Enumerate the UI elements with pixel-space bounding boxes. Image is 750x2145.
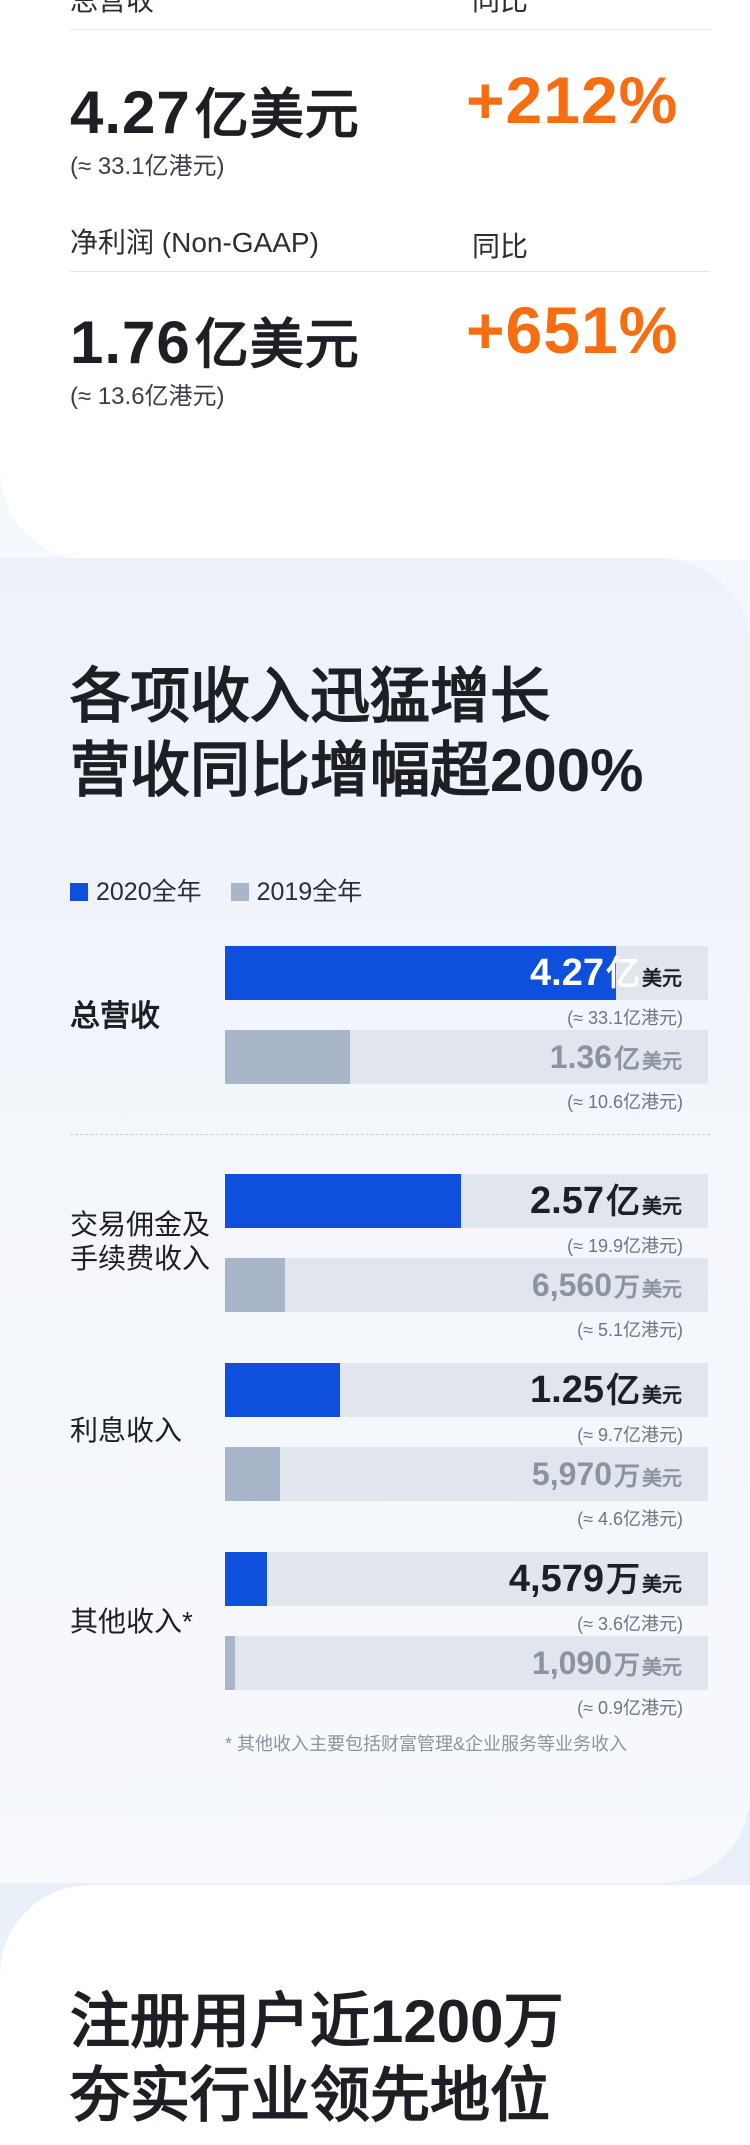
title-line: 营收同比增幅超200% xyxy=(70,737,644,804)
chart-legend: 2020全年 2019全年 xyxy=(70,872,384,906)
metrics-card xyxy=(0,0,750,560)
data-label-unit: 亿 xyxy=(613,1044,640,1074)
metric-value-revenue: 4.27亿美元 xyxy=(70,70,360,149)
data-label-note: (≈ 33.1亿港元) xyxy=(567,1008,683,1028)
data-label-unit: 万 xyxy=(613,1650,640,1680)
bar-track: 4.27亿 美元 xyxy=(225,946,708,1000)
users-section-title: 注册用户近1200万 夯实行业领先地位 xyxy=(70,1985,563,2133)
title-line: 夯实行业领先地位 xyxy=(70,2062,550,2129)
metric-value-profit: 1.76亿美元 xyxy=(70,300,360,379)
metric-unit: 亿美元 xyxy=(194,315,360,375)
metric-header-revenue: 总营收 同比 xyxy=(70,0,710,30)
data-label: 5,970万 美元 xyxy=(532,1447,682,1501)
data-label-number: 4.27 xyxy=(530,952,604,994)
bar xyxy=(225,1174,461,1228)
legend-label: 2019全年 xyxy=(256,878,363,906)
data-label-note: (≈ 19.9亿港元) xyxy=(567,1236,683,1256)
metric-sub-profit: (≈ 13.6亿港元) xyxy=(70,383,225,410)
title-line: 各项收入迅猛增长 xyxy=(70,663,550,730)
category-label: 其他收入* xyxy=(70,1605,193,1639)
legend-item-2020: 2020全年 xyxy=(70,872,202,908)
chart-footnote: * 其他收入主要包括财富管理&企业服务等业务收入 xyxy=(225,1734,628,1754)
metric-sub-revenue: (≈ 33.1亿港元) xyxy=(70,153,225,180)
data-label-currency: 美元 xyxy=(642,1385,682,1407)
data-label-note: (≈ 3.6亿港元) xyxy=(577,1614,683,1634)
bar xyxy=(225,1447,280,1501)
data-label-currency: 美元 xyxy=(642,1657,682,1679)
bar-track: 2.57亿 美元 xyxy=(225,1174,708,1228)
data-label-number: 1,090 xyxy=(531,1645,612,1681)
bar-track: 1.25亿 美元 xyxy=(225,1363,708,1417)
metric-number: 4.27 xyxy=(70,79,191,146)
data-label-unit: 万 xyxy=(613,1461,640,1491)
category-label: 总营收 xyxy=(70,1000,160,1034)
category-label-line: 手续费收入 xyxy=(70,1243,211,1274)
bar-track: 6,560万 美元 xyxy=(225,1258,708,1312)
revenue-section-title: 各项收入迅猛增长 营收同比增幅超200% xyxy=(70,660,643,808)
data-label: 1,090万 美元 xyxy=(532,1636,682,1690)
data-label-note: (≈ 4.6亿港元) xyxy=(577,1509,683,1529)
metric-growth-profit: +651% xyxy=(466,293,679,367)
data-label-note: (≈ 5.1亿港元) xyxy=(577,1320,683,1340)
legend-swatch xyxy=(230,883,249,901)
legend-label: 2020全年 xyxy=(96,878,202,906)
bar-track: 1,090万 美元 xyxy=(225,1636,708,1690)
category-label-line: 利息收入 xyxy=(70,1415,183,1446)
data-label-note: (≈ 9.7亿港元) xyxy=(577,1425,683,1445)
data-label-number: 1.36 xyxy=(549,1039,612,1075)
bar xyxy=(225,1552,267,1606)
category-label: 交易佣金及 手续费收入 xyxy=(70,1208,210,1276)
data-label-currency: 美元 xyxy=(642,1468,682,1490)
metric-unit: 亿美元 xyxy=(194,85,360,145)
data-label-note: (≈ 10.6亿港元) xyxy=(567,1092,683,1112)
data-label-unit: 亿 xyxy=(606,955,640,993)
data-label: 1.25亿 美元 xyxy=(530,1363,682,1417)
metric-yoy-label: 同比 xyxy=(472,231,529,262)
data-label-unit: 万 xyxy=(613,1272,640,1302)
data-label-number: 6,560 xyxy=(531,1267,612,1303)
metric-label: 净利润 (Non-GAAP) xyxy=(70,227,319,258)
data-label-currency: 美元 xyxy=(642,1279,682,1301)
metric-label: 总营收 xyxy=(70,0,155,16)
category-label-line: 其他收入* xyxy=(70,1606,193,1637)
data-label: 2.57亿 美元 xyxy=(530,1174,682,1228)
data-label-unit: 亿 xyxy=(606,1372,640,1410)
data-label-currency: 美元 xyxy=(642,1574,682,1596)
data-label: 1.36亿 美元 xyxy=(550,1030,682,1084)
data-label-unit: 亿 xyxy=(606,1183,640,1221)
bar-track: 5,970万 美元 xyxy=(225,1447,708,1501)
metric-yoy-label: 同比 xyxy=(472,0,529,16)
data-label-unit: 万 xyxy=(606,1561,640,1599)
data-label: 4.27亿 美元 xyxy=(530,946,682,1000)
metric-header-profit: 净利润 (Non-GAAP) 同比 xyxy=(70,227,710,272)
category-label: 利息收入 xyxy=(70,1414,182,1448)
data-label-number: 1.25 xyxy=(530,1369,604,1411)
data-label: 4,579万 美元 xyxy=(509,1552,682,1606)
bar xyxy=(225,1258,286,1312)
data-label-number: 4,579 xyxy=(508,1558,604,1600)
data-label-note: (≈ 0.9亿港元) xyxy=(577,1698,683,1718)
data-label-currency: 美元 xyxy=(642,1196,682,1218)
bar-track: 4,579万 美元 xyxy=(225,1552,708,1606)
title-line: 注册用户近1200万 xyxy=(70,1988,564,2055)
metric-growth-revenue: +212% xyxy=(466,63,679,137)
data-label-currency: 美元 xyxy=(642,1051,682,1073)
category-label-line: 交易佣金及 xyxy=(70,1209,211,1240)
data-label-number: 5,970 xyxy=(531,1456,612,1492)
legend-swatch xyxy=(70,883,88,901)
bar xyxy=(225,1363,340,1417)
data-label-number: 2.57 xyxy=(530,1180,604,1222)
legend-item-2019: 2019全年 xyxy=(230,872,363,908)
metric-number: 1.76 xyxy=(70,309,191,376)
data-label: 6,560万 美元 xyxy=(532,1258,682,1312)
bar xyxy=(225,1636,235,1690)
users-card xyxy=(0,1885,750,2145)
bar xyxy=(225,946,617,1000)
data-label-currency: 美元 xyxy=(642,968,682,990)
bar xyxy=(225,1030,350,1084)
bar-track: 1.36亿 美元 xyxy=(225,1030,708,1084)
chart-divider xyxy=(70,1134,710,1135)
category-label-line: 总营收 xyxy=(70,1000,160,1033)
